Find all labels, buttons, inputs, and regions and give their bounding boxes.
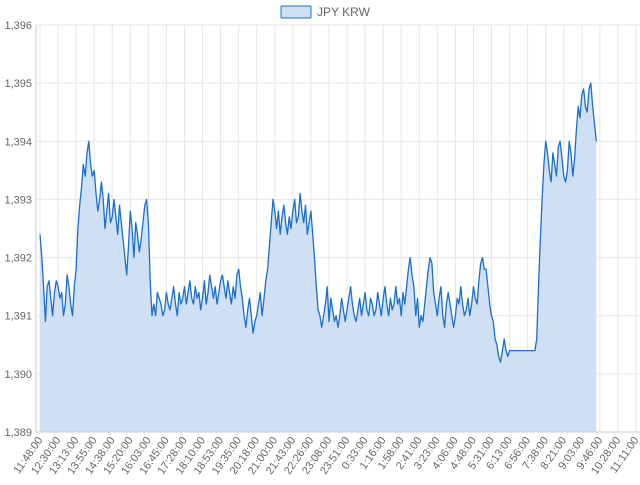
y-tick-label: 1,394 [4,136,32,148]
y-tick-label: 1,391 [4,311,32,323]
y-tick-label: 1,396 [4,20,32,32]
legend[interactable]: JPY KRW [280,5,371,19]
series-area-fill [40,83,597,432]
legend-label: JPY KRW [317,5,371,19]
legend-swatch [280,5,312,19]
area-series [39,82,597,432]
y-tick-label: 1,390 [4,369,32,381]
y-tick-label: 1,389 [4,427,32,439]
y-tick-label: 1,392 [4,253,32,265]
series-line [39,82,597,363]
y-tick-label: 1,395 [4,78,32,90]
y-tick-label: 1,393 [4,194,32,206]
